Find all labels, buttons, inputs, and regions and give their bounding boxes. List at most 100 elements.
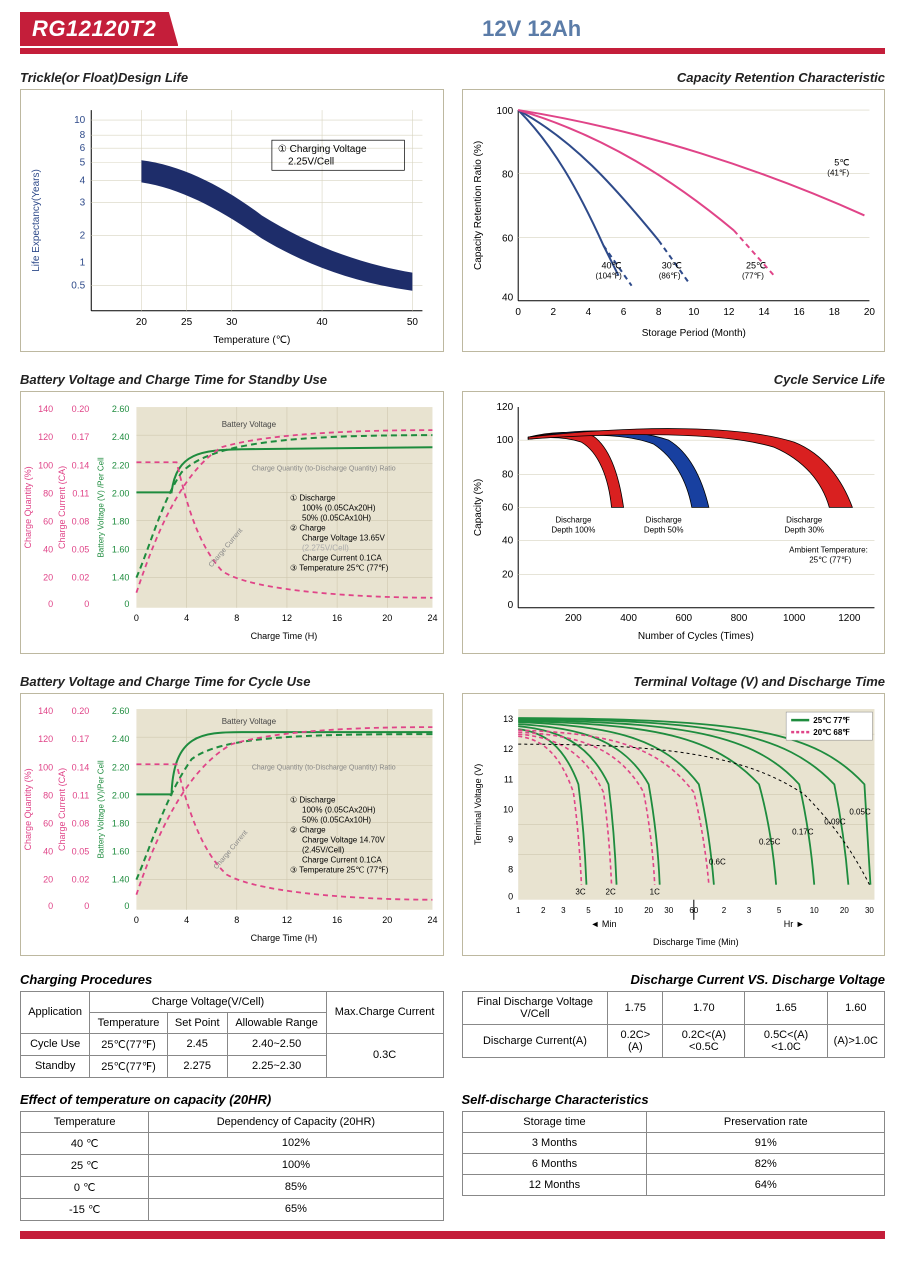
svg-text:Discharge: Discharge: [555, 515, 592, 524]
svg-text:2C: 2C: [605, 888, 615, 897]
svg-text:5℃: 5℃: [834, 157, 849, 167]
cycle-life-chart: DischargeDepth 100% DischargeDepth 50% D…: [463, 392, 885, 653]
svg-text:40℃: 40℃: [601, 261, 621, 271]
table-row: Cycle Use25℃(77℉)2.452.40~2.500.3C: [21, 1033, 444, 1055]
svg-text:40: 40: [502, 535, 514, 546]
svg-text:◄ Min: ◄ Min: [590, 919, 616, 929]
svg-text:50% (0.05CAx10H): 50% (0.05CAx10H): [302, 513, 371, 522]
svg-text:3C: 3C: [575, 888, 585, 897]
svg-text:25℃ (77℉): 25℃ (77℉): [809, 556, 851, 565]
svg-text:600: 600: [675, 613, 692, 624]
footer-bar: [20, 1231, 885, 1239]
trickle-section: Trickle(or Float)Design Life ① Charging …: [20, 70, 444, 352]
svg-text:30℃: 30℃: [661, 261, 681, 271]
svg-text:16: 16: [332, 915, 342, 925]
trickle-chart: ① Charging Voltage 2.25V/Cell 1086543210…: [21, 90, 443, 351]
svg-text:20: 20: [43, 573, 53, 583]
cycle-life-section: Cycle Service Life DischargeDepth 100% D…: [462, 372, 886, 654]
retention-section: Capacity Retention Characteristic 40℃(10…: [462, 70, 886, 352]
svg-text:5: 5: [80, 157, 86, 168]
svg-text:20℃ 68℉: 20℃ 68℉: [813, 728, 850, 737]
svg-text:② Charge: ② Charge: [290, 825, 326, 834]
svg-text:8: 8: [80, 130, 86, 141]
svg-text:400: 400: [620, 613, 637, 624]
svg-text:Battery Voltage (V)/Per Cell: Battery Voltage (V)/Per Cell: [96, 760, 105, 858]
table-row: 25 ℃100%: [21, 1154, 444, 1176]
svg-text:0.08: 0.08: [72, 516, 90, 526]
svg-text:10: 10: [809, 906, 818, 915]
svg-text:3: 3: [746, 906, 751, 915]
svg-text:1C: 1C: [649, 888, 659, 897]
svg-text:0: 0: [508, 892, 513, 902]
svg-text:40: 40: [43, 846, 53, 856]
table-row: 0 ℃85%: [21, 1176, 444, 1198]
svg-text:Storage Period (Month): Storage Period (Month): [641, 328, 745, 339]
svg-text:200: 200: [565, 613, 582, 624]
svg-text:Capacity (%): Capacity (%): [473, 479, 484, 536]
svg-text:8: 8: [234, 613, 239, 623]
svg-text:Charge Time (H): Charge Time (H): [251, 631, 318, 641]
svg-text:3: 3: [80, 197, 86, 208]
standby-section: Battery Voltage and Charge Time for Stan…: [20, 372, 444, 654]
svg-text:24: 24: [427, 613, 437, 623]
svg-text:0.09C: 0.09C: [824, 817, 846, 826]
svg-text:Temperature (℃): Temperature (℃): [213, 335, 290, 346]
svg-text:120: 120: [38, 734, 53, 744]
svg-text:2.20: 2.20: [112, 762, 130, 772]
svg-text:2: 2: [541, 906, 546, 915]
svg-text:8: 8: [508, 864, 513, 874]
svg-text:12: 12: [503, 744, 513, 754]
svg-text:Capacity Retention Ratio (%): Capacity Retention Ratio (%): [473, 141, 484, 270]
svg-text:6: 6: [80, 143, 86, 154]
svg-text:20: 20: [839, 906, 848, 915]
charging-table-section: Charging Procedures ApplicationCharge Vo…: [20, 972, 444, 1078]
svg-text:2.60: 2.60: [112, 404, 130, 414]
svg-text:100: 100: [38, 762, 53, 772]
svg-text:0: 0: [134, 915, 139, 925]
svg-text:2.40: 2.40: [112, 432, 130, 442]
svg-text:② Charge: ② Charge: [290, 523, 326, 532]
svg-text:0.05C: 0.05C: [849, 807, 871, 816]
svg-text:Number of Cycles (Times): Number of Cycles (Times): [637, 631, 753, 642]
svg-text:1.40: 1.40: [112, 573, 130, 583]
cycle-charge-chart: Battery Voltage Charge Quantity (to-Disc…: [21, 694, 443, 955]
svg-text:10: 10: [614, 906, 623, 915]
self-discharge-table: Storage timePreservation rate 3 Months91…: [462, 1111, 886, 1196]
svg-text:Ambient Temperature:: Ambient Temperature:: [789, 545, 868, 554]
svg-text:120: 120: [38, 432, 53, 442]
svg-text:0.5: 0.5: [71, 281, 85, 292]
svg-text:40: 40: [43, 544, 53, 554]
chart-title: Battery Voltage and Charge Time for Stan…: [20, 372, 444, 387]
svg-text:0.25C: 0.25C: [759, 837, 781, 846]
svg-text:2: 2: [550, 307, 556, 318]
svg-text:Life Expectancy(Years): Life Expectancy(Years): [31, 169, 42, 272]
svg-text:50% (0.05CAx10H): 50% (0.05CAx10H): [302, 815, 371, 824]
discharge-voltage-table-section: Discharge Current VS. Discharge Voltage …: [462, 972, 886, 1078]
svg-text:20: 20: [136, 317, 148, 328]
svg-text:30: 30: [864, 906, 873, 915]
cycle-charge-section: Battery Voltage and Charge Time for Cycl…: [20, 674, 444, 956]
svg-text:0: 0: [507, 600, 513, 611]
svg-text:8: 8: [234, 915, 239, 925]
svg-text:0: 0: [84, 901, 89, 911]
svg-text:2.20: 2.20: [112, 460, 130, 470]
svg-text:12: 12: [282, 613, 292, 623]
svg-text:60: 60: [43, 516, 53, 526]
svg-text:1.40: 1.40: [112, 875, 130, 885]
svg-text:100: 100: [496, 106, 513, 117]
svg-text:30: 30: [664, 906, 673, 915]
svg-text:20: 20: [382, 915, 392, 925]
svg-text:Depth 30%: Depth 30%: [784, 525, 824, 534]
chart-title: Terminal Voltage (V) and Discharge Time: [462, 674, 886, 689]
svg-text:0.14: 0.14: [72, 460, 90, 470]
svg-text:Hr ►: Hr ►: [783, 919, 804, 929]
svg-text:Discharge: Discharge: [645, 515, 682, 524]
svg-text:16: 16: [332, 613, 342, 623]
svg-text:Charge Current (CA): Charge Current (CA): [57, 466, 67, 549]
chart-title: Capacity Retention Characteristic: [462, 70, 886, 85]
table-row: 12 Months64%: [462, 1174, 885, 1195]
svg-text:4: 4: [184, 613, 189, 623]
svg-text:800: 800: [730, 613, 747, 624]
svg-text:① Discharge: ① Discharge: [290, 795, 336, 804]
svg-text:Battery Voltage (V) /Per Cell: Battery Voltage (V) /Per Cell: [96, 457, 105, 557]
